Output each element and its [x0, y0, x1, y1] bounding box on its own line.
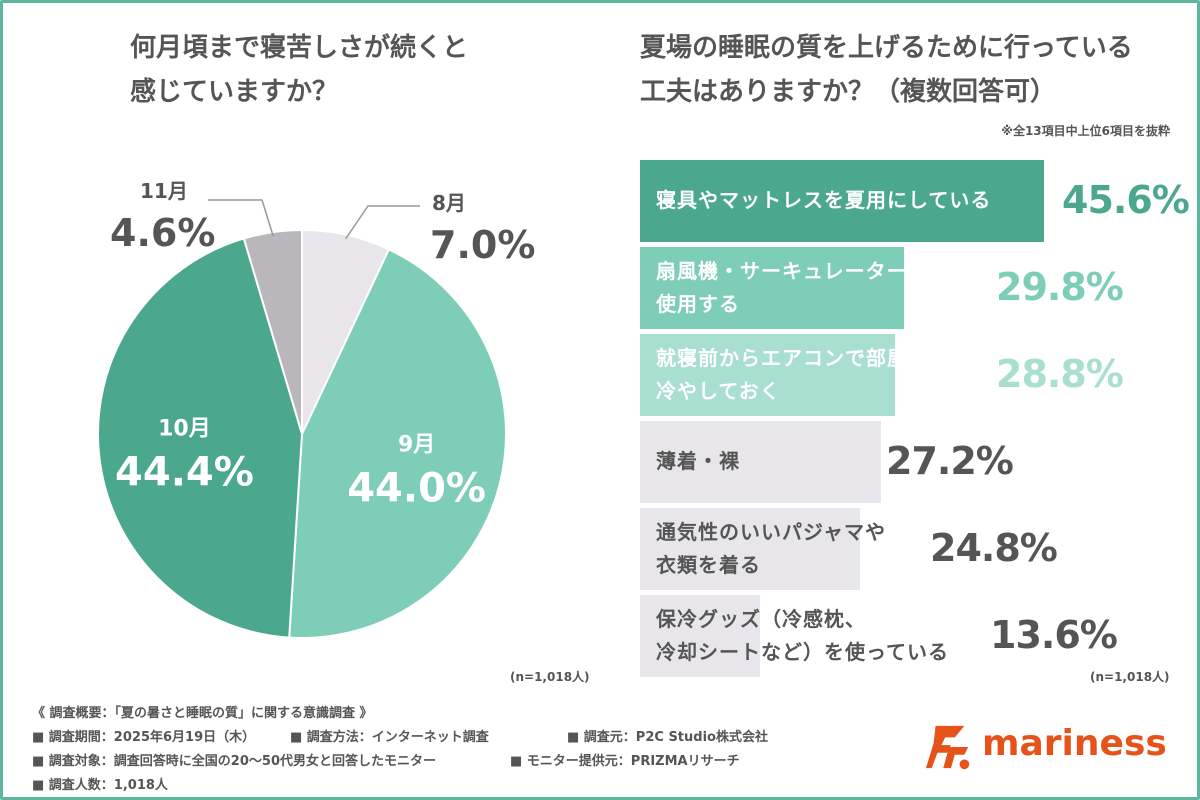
- bar-label-6-line-1: 保冷グッズ（冷感枕、: [656, 607, 866, 631]
- bar-value-5: 24.8%: [930, 526, 1058, 570]
- pie-chart: 9月 44.0% 10月 44.4% 8月 7.0% 11月 4.6%: [96, 179, 535, 639]
- pie-leader-8月: [344, 205, 420, 240]
- survey-method: ■ 調査方法：インターネット調査: [290, 730, 489, 745]
- bar-label-3-line-2: 冷やしておく: [656, 379, 781, 403]
- survey-provider: ■ モニター提供元：PRIZMAリサーチ: [510, 754, 740, 769]
- bar-value-6: 13.6%: [990, 613, 1118, 657]
- bar-label-5: 通気性のいいパジャマや 衣類を着る: [656, 516, 886, 582]
- bar-value-1: 45.6%: [1062, 178, 1190, 222]
- left-title-line-2: 感じていますか？: [130, 77, 339, 107]
- pie-value-11月: 4.6%: [110, 211, 215, 255]
- bar-label-2-line-2: 使用する: [656, 292, 740, 316]
- bar-label-2-line-1: 扇風機・サーキュレーターを: [656, 259, 929, 283]
- pie-label-9月: 9月: [398, 432, 435, 457]
- pie-leader-11月: [208, 199, 274, 237]
- bar-label-1: 寝具やマットレスを夏用にしている: [656, 184, 991, 217]
- bar-label-5-line-2: 衣類を着る: [656, 553, 761, 577]
- right-chart-note: ※全13項目中上位6項目を抜粋: [1001, 124, 1170, 138]
- bar-label-4: 薄着・裸: [656, 445, 740, 478]
- pie-label-10月: 10月: [158, 416, 211, 441]
- bar-label-1-line-1: 寝具やマットレスを夏用にしている: [656, 188, 992, 212]
- pie-value-9月: 44.0%: [347, 465, 486, 511]
- bar-label-3: 就寝前からエアコンで部屋を 冷やしておく: [656, 342, 929, 408]
- bar-label-2: 扇風機・サーキュレーターを 使用する: [656, 255, 929, 321]
- bar-2: [640, 247, 904, 329]
- left-title-line-1: 何月頃まで寝苦しさが続くと: [130, 33, 469, 63]
- bar-label-4-line-1: 薄着・裸: [656, 449, 740, 473]
- bar-value-4: 27.2%: [886, 439, 1014, 483]
- survey-heading: 《 調査概要：「夏の暑さと睡眠の質」に関する意識調査 》: [32, 706, 373, 721]
- pie-value-8月: 7.0%: [430, 223, 535, 267]
- right-title-line-1: 夏場の睡眠の質を上げるために行っている: [640, 33, 1133, 63]
- bar-label-6-line-2: 冷却シートなど）を使っている: [656, 640, 949, 664]
- survey-period: ■ 調査期間：2025年6月19日（木）: [32, 730, 256, 745]
- right-sample-size: (n=1,018人): [1090, 670, 1170, 684]
- pie-slice-9月: [288, 248, 507, 639]
- pie-value-10月: 44.4%: [115, 449, 254, 495]
- bar-value-3: 28.8%: [996, 352, 1124, 396]
- survey-source: ■ 調査元：P2C Studio株式会社: [567, 730, 768, 745]
- right-chart-title: 夏場の睡眠の質を上げるために行っている 工夫はありますか？（複数回答可）: [640, 26, 1133, 114]
- bar-label-3-line-1: 就寝前からエアコンで部屋を: [656, 346, 929, 370]
- left-chart-title: 何月頃まで寝苦しさが続くと 感じていますか？: [130, 26, 468, 114]
- bar-5: [640, 508, 860, 590]
- pie-label-11月: 11月: [140, 179, 188, 203]
- bar-4: [640, 421, 881, 503]
- bar-label-5-line-1: 通気性のいいパジャマや: [656, 520, 886, 544]
- pie-label-8月: 8月: [432, 191, 466, 215]
- bar-3: [640, 334, 895, 416]
- right-title-line-2: 工夫はありますか？（複数回答可）: [640, 77, 1057, 107]
- bar-value-2: 29.8%: [996, 265, 1124, 309]
- left-sample-size: (n=1,018人): [510, 670, 590, 684]
- brand-name: mariness: [982, 723, 1167, 764]
- pie-slice-10月: [96, 237, 304, 639]
- mariness-logo-icon: [925, 725, 970, 770]
- survey-target: ■ 調査対象：調査回答時に全国の20〜50代男女と回答したモニター: [32, 754, 436, 769]
- bar-1: [640, 160, 1044, 242]
- bar-label-6: 保冷グッズ（冷感枕、冷却シートなど）を使っている: [656, 603, 949, 669]
- bar-6: [640, 595, 760, 677]
- survey-count: ■ 調査人数：1,018人: [32, 778, 168, 793]
